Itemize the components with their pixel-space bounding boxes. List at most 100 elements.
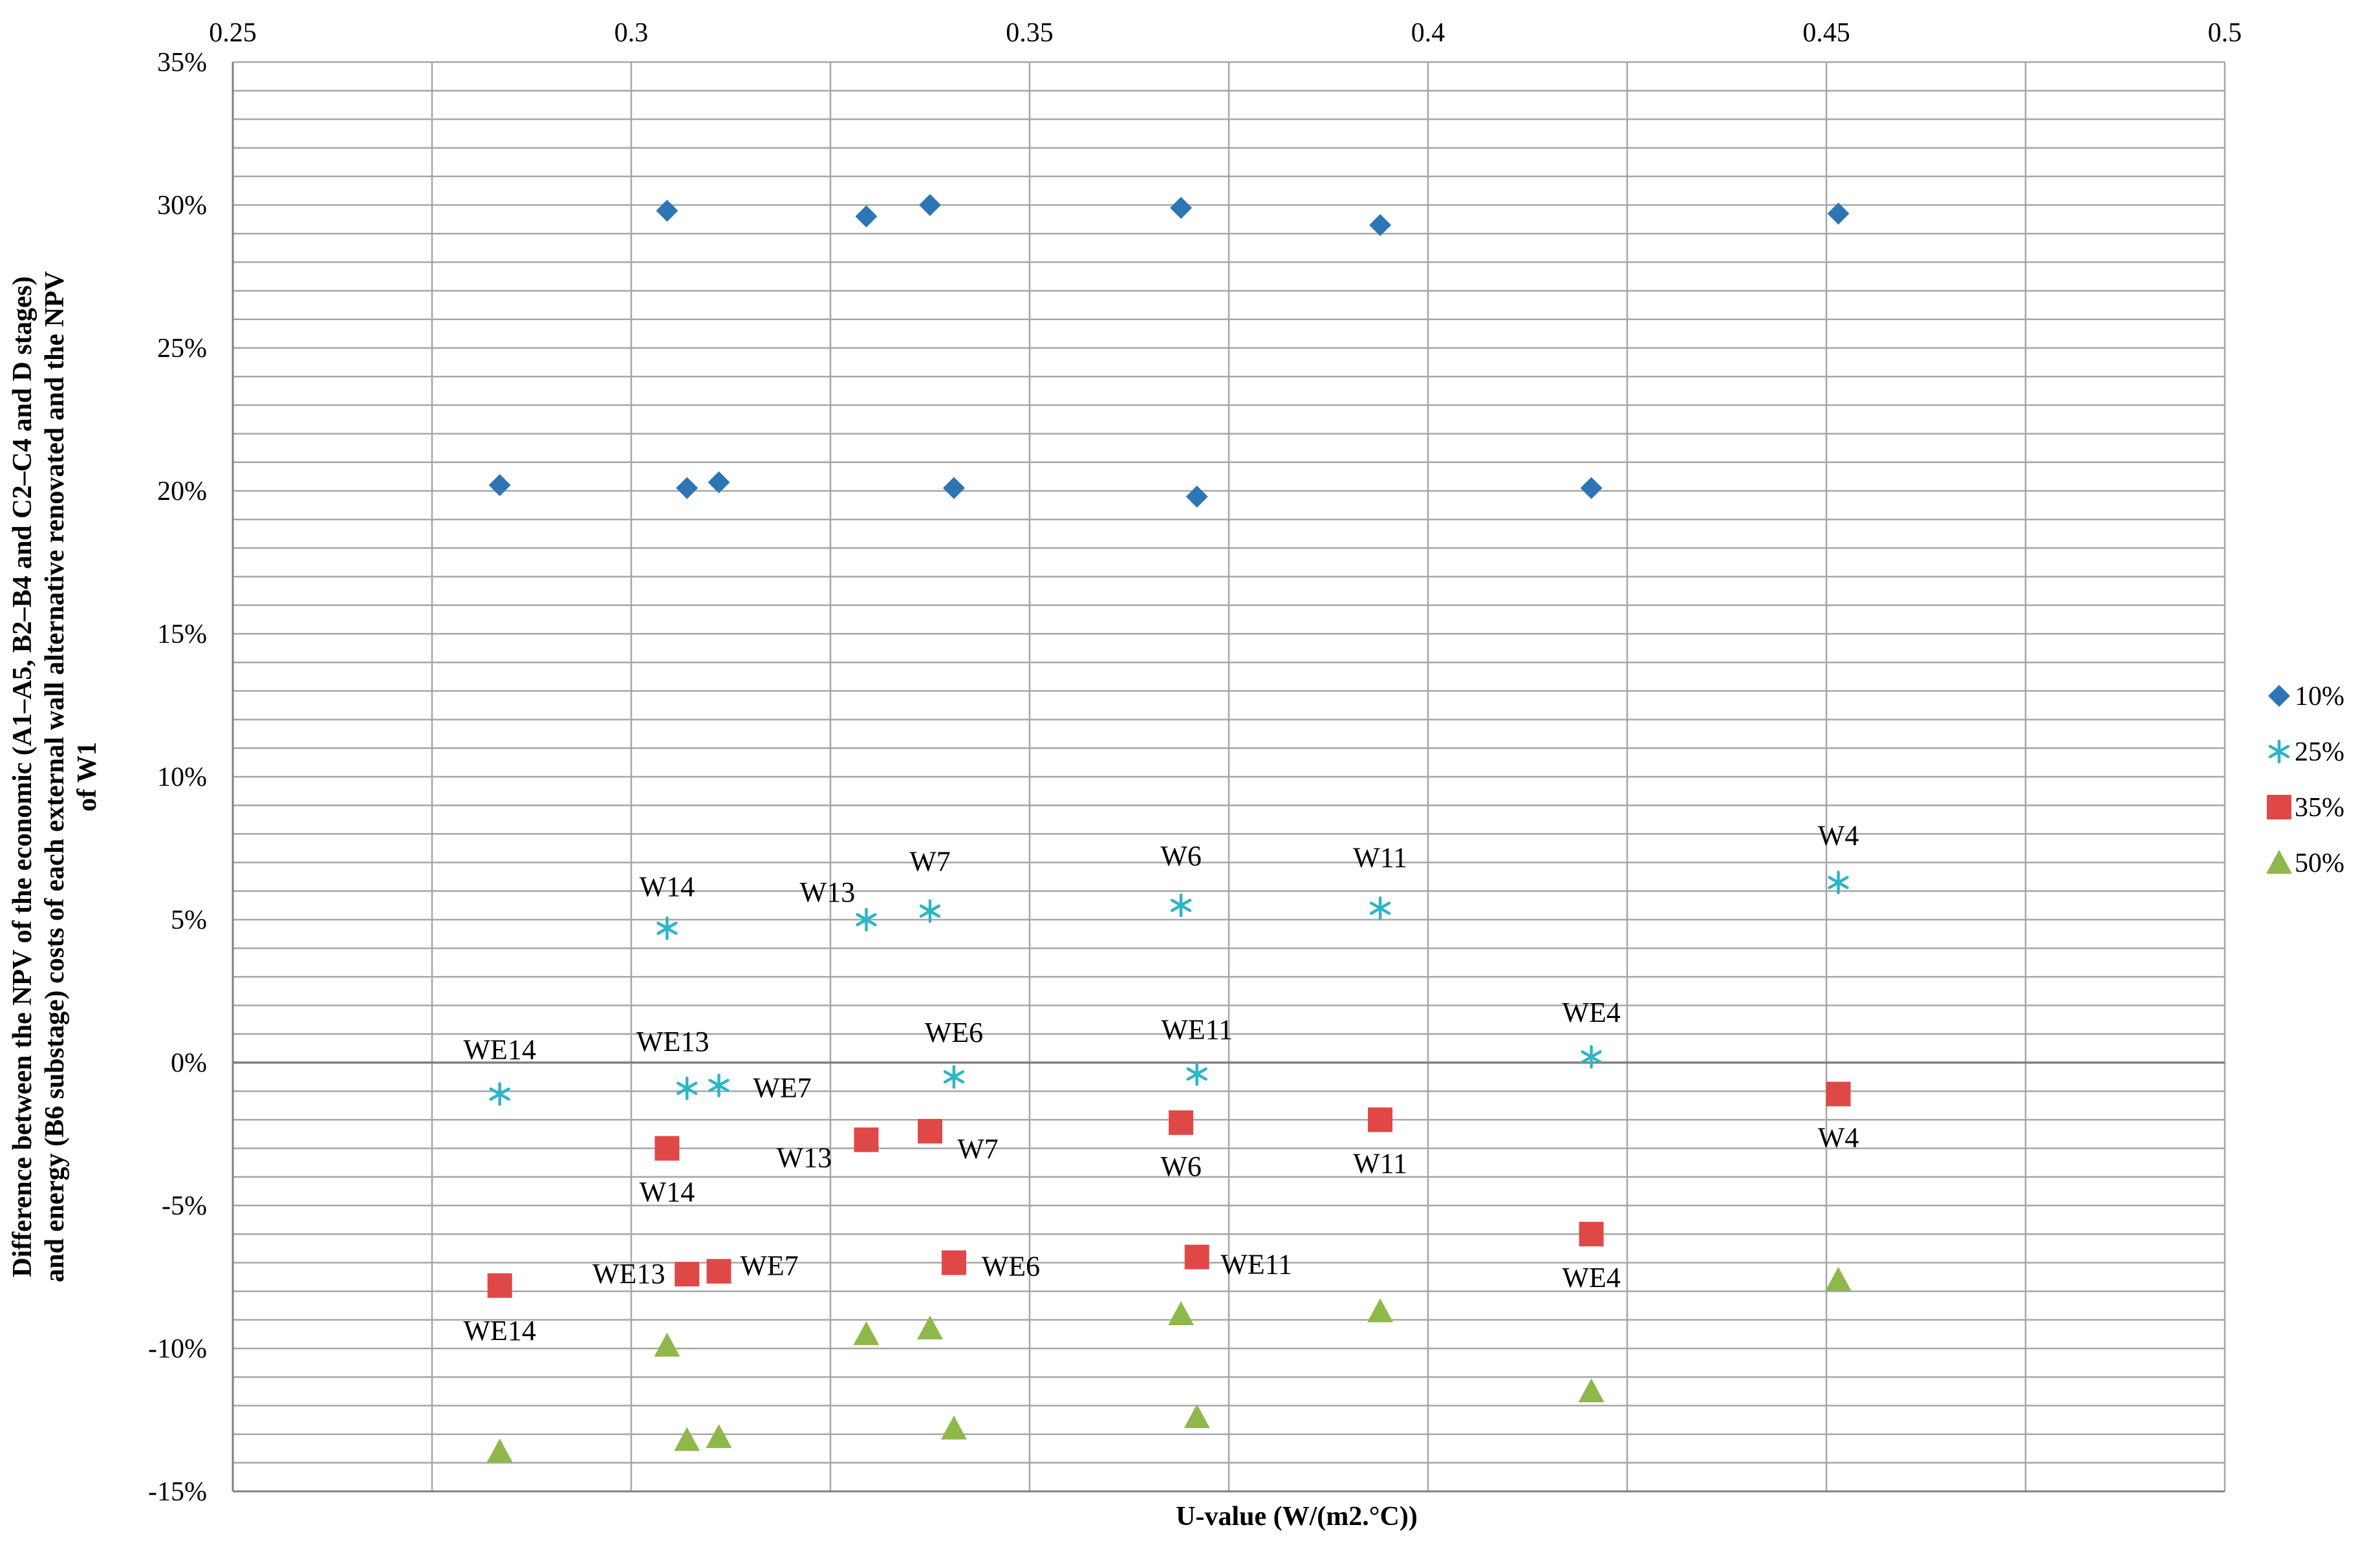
data-point-triangle [674,1427,700,1451]
data-point-square [1579,1222,1604,1247]
x-tick-label: 0.25 [209,18,257,48]
point-label: W6 [1160,840,1202,872]
data-point-diamond [1369,213,1392,236]
data-point-square [1826,1081,1851,1107]
point-label: WE4 [1562,997,1620,1028]
legend-label: 10% [2295,682,2344,711]
data-point-diamond [1185,485,1208,508]
data-point-square [654,1136,680,1161]
point-label: WE11 [1161,1014,1233,1046]
legend-item: 10% [2268,682,2344,711]
y-tick-label: 15% [157,620,207,649]
legend-label: 50% [2295,849,2344,878]
point-label: W14 [640,1176,695,1208]
point-label: WE6 [982,1250,1040,1282]
data-point-square [1368,1107,1393,1132]
data-point-asterisk [856,907,877,932]
data-point-triangle [940,1415,967,1440]
data-point-triangle [1367,1298,1394,1323]
data-point-square [1169,1110,1194,1135]
point-label: WE7 [740,1250,798,1282]
data-point-diamond [855,205,878,228]
x-tick-label: 0.45 [1802,18,1850,48]
point-labels: W14 W13 W7 W6 W11 W4 WE14 WE13 WE7 WE6 WE11 WE4 W14 W… [464,820,1859,1347]
data-point-square [675,1262,700,1287]
legend-label: 25% [2295,737,2344,767]
y-tick-label: 25% [157,334,207,363]
point-label: WE13 [636,1026,709,1057]
point-label: W14 [640,871,695,902]
point-label: W7 [909,846,951,878]
point-label: W4 [1818,1122,1859,1154]
data-point-asterisk [1369,896,1391,920]
y-tick-labels: -15% -10% -5% 0% 5% 10% 15% 20% 25% 30% 35% [148,48,207,1507]
y-tick-label: -5% [162,1191,207,1221]
point-label: W13 [800,876,856,908]
legend-marker-square [2267,795,2291,819]
data-point-diamond [656,199,678,222]
legend-item: 35% [2267,793,2344,823]
point-label: WE7 [753,1072,811,1103]
x-tick-label: 0.5 [2208,18,2242,48]
data-points [486,194,1852,1463]
data-point-triangle [706,1424,732,1449]
axes [232,62,2225,1493]
data-point-asterisk [1828,871,1849,894]
point-label: W11 [1353,1147,1407,1179]
point-label: W13 [777,1141,832,1173]
y-tick-label: -10% [148,1334,207,1364]
data-point-diamond [488,474,511,497]
data-point-diamond [1827,202,1850,225]
data-point-diamond [919,194,941,216]
data-point-asterisk [919,899,941,923]
data-point-asterisk [1581,1044,1602,1069]
data-point-triangle [917,1315,943,1340]
data-point-diamond [1580,477,1603,499]
data-point-square [487,1273,512,1298]
y-tick-label: 30% [157,191,207,221]
point-label: WE14 [464,1315,536,1347]
y-axis-title: Difference between the NPV of the econom… [8,271,102,1282]
data-point-asterisk [676,1076,698,1101]
data-point-asterisk [489,1082,510,1106]
data-point-triangle [853,1321,880,1345]
data-point-asterisk [656,916,678,940]
x-tick-label: 0.4 [1411,18,1445,48]
point-label: W11 [1353,841,1407,873]
data-point-asterisk [943,1065,965,1089]
legend: 10% 25% 35% 50% [2266,682,2344,878]
point-label: W6 [1160,1151,1202,1182]
data-point-asterisk [1186,1062,1207,1086]
data-point-square [941,1250,966,1275]
point-label: WE11 [1220,1249,1292,1281]
y-axis-title-line: Difference between the NPV of the econom… [8,276,38,1277]
x-tick-label: 0.3 [614,18,649,48]
data-point-diamond [676,477,698,499]
data-point-triangle [1825,1266,1852,1291]
x-tick-label: 0.35 [1006,18,1054,48]
y-tick-label: 20% [157,477,207,506]
x-axis-title: U-value (W/(m2.°C)) [1176,1502,1418,1531]
y-axis-title-line: of W1 [72,742,102,812]
legend-item: 50% [2266,849,2344,878]
legend-label: 35% [2295,793,2344,823]
point-label: W7 [957,1133,999,1165]
y-tick-label: 0% [171,1048,207,1078]
data-point-triangle [1578,1378,1605,1403]
y-tick-label: -15% [148,1477,207,1507]
data-point-asterisk [708,1074,730,1098]
data-point-triangle [654,1332,680,1357]
point-label: W4 [1818,820,1859,852]
y-tick-label: 35% [157,48,207,78]
point-label: WE4 [1562,1262,1620,1293]
data-point-triangle [486,1438,513,1463]
data-point-triangle [1184,1404,1210,1429]
data-point-triangle [1168,1301,1195,1325]
data-point-square [854,1127,879,1152]
legend-marker-asterisk [2268,739,2290,764]
legend-item: 25% [2268,737,2344,767]
point-label: WE14 [464,1034,536,1066]
y-tick-label: 5% [171,905,207,935]
legend-marker-triangle [2266,850,2292,874]
